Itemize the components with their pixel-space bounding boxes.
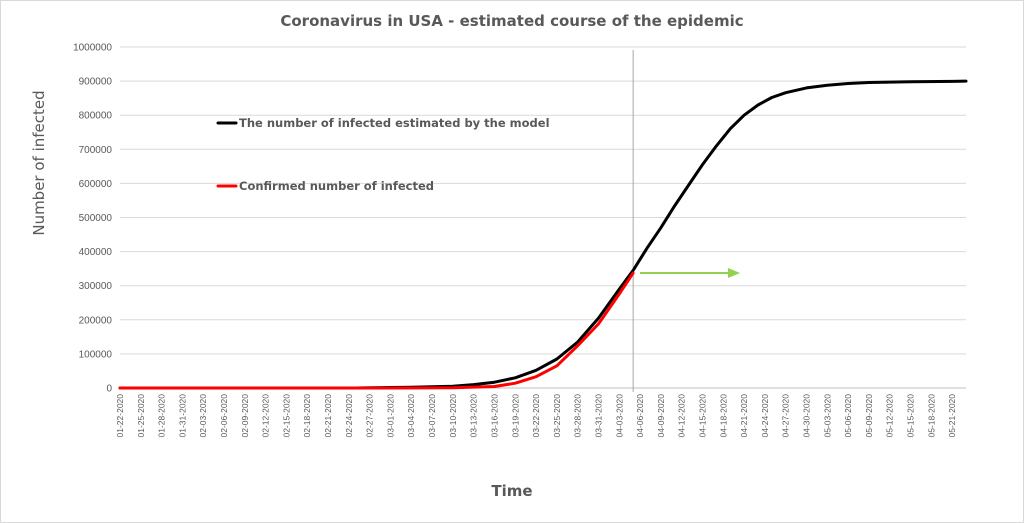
x-tick-label: 02-27-2020 (365, 394, 375, 438)
y-axis-label: Number of infected (30, 90, 48, 235)
y-tick-label: 0 (106, 384, 112, 395)
x-tick-labels: 01-22-2020 01-25-2020 01-28-2020 01-31-2020… (115, 394, 957, 438)
x-tick-label: 03-16-2020 (489, 394, 499, 438)
x-tick-label: 03-04-2020 (406, 394, 416, 438)
x-tick-label: 02-24-2020 (344, 394, 354, 438)
y-tick-label: 800000 (79, 111, 113, 122)
x-tick-label: 03-07-2020 (427, 394, 437, 438)
x-tick-label: 03-22-2020 (531, 394, 541, 438)
projection-arrow-group (640, 268, 740, 278)
x-tick-label: 05-18-2020 (926, 394, 936, 438)
x-tick-label: 02-18-2020 (302, 394, 312, 438)
x-tick-label: 03-28-2020 (573, 394, 583, 438)
x-tick-label: 04-15-2020 (697, 394, 707, 438)
x-tick-label: 05-15-2020 (906, 394, 916, 438)
gridlines (120, 46, 966, 389)
x-tick-label: 04-18-2020 (718, 394, 728, 438)
x-tick-label: 04-27-2020 (781, 394, 791, 438)
x-tick-label: 02-03-2020 (198, 394, 208, 438)
y-tick-label: 100000 (79, 349, 113, 360)
x-tick-label: 04-21-2020 (739, 394, 749, 438)
x-tick-label: 04-24-2020 (760, 394, 770, 438)
confirmed-series-line (118, 271, 635, 390)
y-tick-label: 500000 (79, 213, 113, 224)
x-tick-label: 05-09-2020 (864, 394, 874, 438)
x-tick-label: 03-01-2020 (385, 394, 395, 438)
x-tick-label: 02-15-2020 (281, 394, 291, 438)
y-tick-label: 600000 (79, 179, 113, 190)
x-tick-label: 03-13-2020 (469, 394, 479, 438)
y-tick-label: 300000 (79, 281, 113, 292)
x-tick-label: 03-25-2020 (552, 394, 562, 438)
x-tick-label: 03-19-2020 (510, 394, 520, 438)
x-tick-label: 04-12-2020 (677, 394, 687, 438)
y-tick-labels: 0 100000 200000 300000 400000 500000 600000 700… (73, 43, 112, 395)
x-tick-label: 02-09-2020 (240, 394, 250, 438)
x-tick-label: 05-06-2020 (843, 394, 853, 438)
x-axis-label: Time (491, 482, 532, 500)
x-tick-label: 04-09-2020 (656, 394, 666, 438)
x-tick-label: 05-03-2020 (822, 394, 832, 438)
x-tick-label: 01-25-2020 (136, 394, 146, 438)
x-tick-label: 04-06-2020 (635, 394, 645, 438)
x-tick-label: 01-22-2020 (115, 394, 125, 438)
y-tick-label: 900000 (79, 77, 113, 88)
projection-arrow-head (728, 268, 740, 278)
x-tick-label: 03-10-2020 (448, 394, 458, 438)
x-tick-label: 02-06-2020 (219, 394, 229, 438)
x-tick-label: 01-28-2020 (157, 394, 167, 438)
x-tick-label: 04-30-2020 (802, 394, 812, 438)
x-tick-label: 04-03-2020 (614, 394, 624, 438)
y-tick-label: 700000 (79, 145, 113, 156)
chart-title: Coronavirus in USA - estimated course of… (280, 12, 743, 30)
legend-label-model: The number of infected estimated by the … (239, 116, 550, 130)
x-tick-label: 05-12-2020 (885, 394, 895, 438)
legend-label-confirmed: Confirmed number of infected (239, 179, 434, 193)
legend: The number of infected estimated by the … (216, 116, 550, 193)
model-series-line (118, 79, 968, 390)
x-tick-label: 03-31-2020 (593, 394, 603, 438)
series-lines (118, 79, 968, 390)
x-tick-label: 05-21-2020 (947, 394, 957, 438)
y-tick-label: 400000 (79, 247, 113, 258)
y-tick-label: 200000 (79, 315, 113, 326)
x-tick-label: 01-31-2020 (177, 394, 187, 438)
x-tick-label: 02-21-2020 (323, 394, 333, 438)
y-tick-label: 1000000 (73, 43, 112, 54)
x-tick-label: 02-12-2020 (261, 394, 271, 438)
